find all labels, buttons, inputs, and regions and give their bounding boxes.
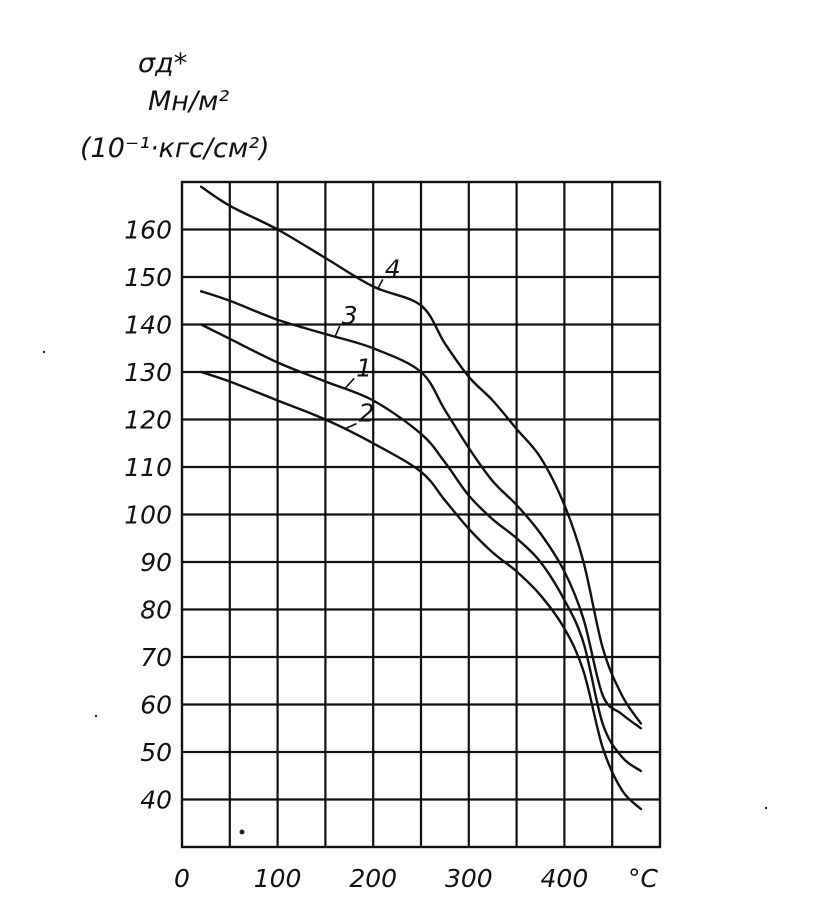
x-tick-label: 100 [254,864,302,893]
y-tick-label: 100 [124,501,172,530]
y-tick-label: 40 [140,786,172,815]
curve-label-leader [334,325,341,338]
y-tick-labels: 40 50 60 70 80 90 100 110 120 130 140 150 160 [124,216,172,815]
series-lines [199,185,643,811]
y-tick-label: 60 [140,691,172,720]
y-tick-label: 120 [124,406,172,435]
x-tick-label: 0 [174,864,190,893]
x-tick-label: 200 [349,864,397,893]
series-line-2 [199,370,643,811]
y-tick-label: 50 [140,738,172,767]
y-tick-label: 90 [140,548,172,577]
series-line-1 [199,323,643,773]
x-tick-label: 300 [445,864,493,893]
plot-frame [180,180,662,849]
y-tick-label: 110 [124,453,172,482]
scan-speck [239,829,245,835]
curve-label-4: 4 [385,254,401,283]
y-tick-label: 80 [140,596,172,625]
series-line-4 [199,185,643,725]
y-axis-label-line-2: Мн/м² [148,86,229,117]
x-tick-label: 400 [541,864,589,893]
y-tick-label: 160 [124,216,172,245]
y-axis-label-line-1: σд* [138,48,187,79]
y-axis-label-line-3: (10⁻¹·кгс/см²) [80,133,270,164]
y-axis-label: σд* Мн/м² (10⁻¹·кгс/см²) [80,48,270,164]
curve-label-2: 2 [359,399,375,428]
curve-label-1: 1 [356,353,372,382]
y-tick-label: 70 [140,643,172,672]
scan-speck [42,350,46,354]
y-tick-label: 150 [124,263,172,292]
scan-speck [94,714,98,718]
curve-label-leader [377,279,384,289]
scan-speck [764,806,768,810]
curve-label-leader [343,377,355,390]
y-tick-label: 140 [124,311,172,340]
y-tick-label: 130 [124,358,172,387]
series-line-3 [199,290,643,730]
x-tick-labels: 0 100 200 300 400 [174,864,588,893]
curve-label-leader [344,422,357,430]
grid [182,182,660,847]
x-axis-unit-label: °C [628,864,659,893]
curve-labels: 1 2 34 [334,254,401,430]
curve-label-3: 3 [342,301,358,330]
